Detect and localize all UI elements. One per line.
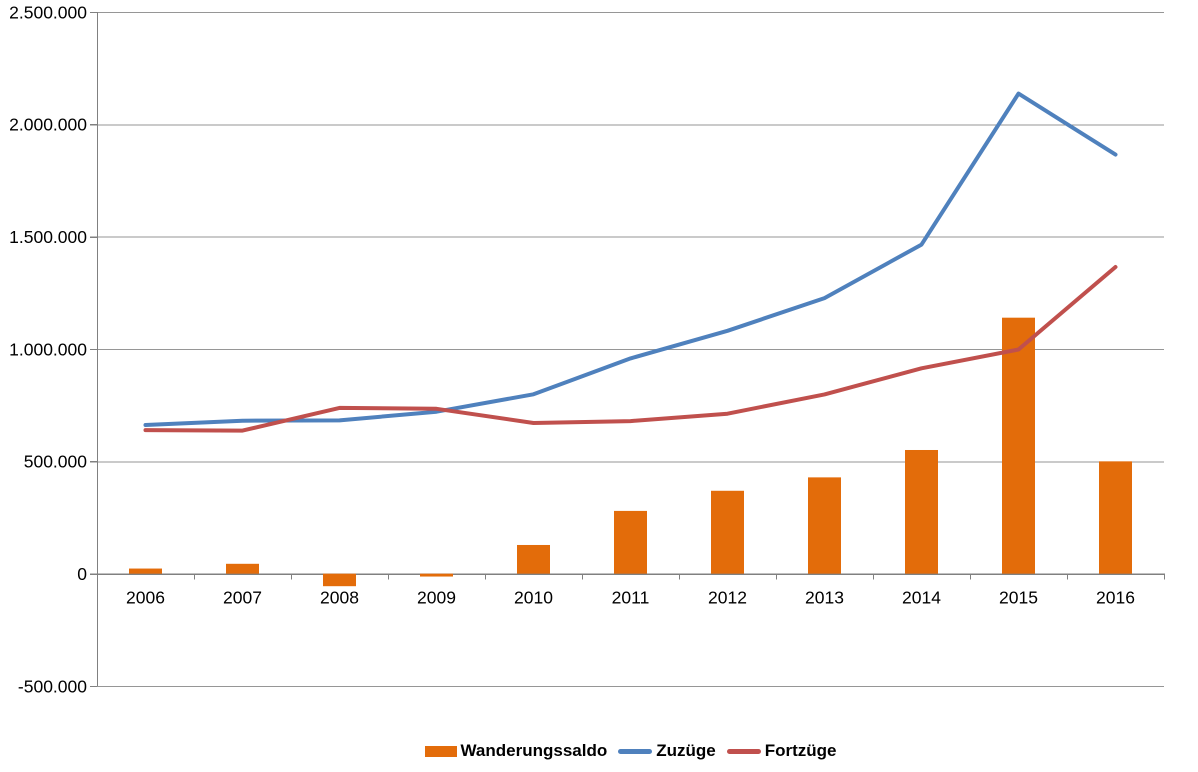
wanderungssaldo-bar-swatch-icon: [424, 745, 457, 757]
legend-label-fortzuege: Fortzüge: [764, 741, 837, 760]
y-axis-tick-label: 500.000: [24, 452, 88, 472]
y-axis-tick-label: 1.500.000: [9, 227, 87, 247]
x-axis-year-label: 2014: [902, 588, 941, 608]
zuzuege-line-swatch-icon: [618, 748, 653, 754]
x-axis-year-label: 2015: [999, 588, 1038, 608]
legend-item-zuzuege: Zuzüge: [618, 739, 716, 763]
bar-wanderungssaldo-2015: [1002, 317, 1035, 574]
x-axis-year-label: 2016: [1096, 588, 1135, 608]
y-axis-tick-label: 2.000.000: [9, 115, 87, 135]
x-axis-year-label: 2007: [223, 588, 262, 608]
x-axis-year-label: 2006: [126, 588, 165, 608]
bar-wanderungssaldo-2008: [323, 573, 356, 587]
bar-wanderungssaldo-2012: [711, 490, 744, 574]
y-axis-tick-label: 1.000.000: [9, 339, 87, 359]
legend-label-wanderungssaldo: Wanderungssaldo: [460, 741, 608, 760]
line-zuzüge: [143, 91, 1118, 427]
bar-wanderungssaldo-2013: [808, 477, 841, 574]
legend-item-wanderungssaldo: Wanderungssaldo: [424, 739, 608, 763]
line-fortzüge: [143, 265, 1118, 433]
x-axis-year-label: 2012: [708, 588, 747, 608]
x-axis-year-label: 2010: [514, 588, 553, 608]
bar-wanderungssaldo-2009: [420, 573, 453, 577]
bar-wanderungssaldo-2016: [1099, 461, 1132, 574]
x-axis-year-label: 2011: [612, 588, 650, 608]
y-axis-tick-label: 2.500.000: [9, 2, 87, 22]
x-axis-year-label: 2013: [805, 588, 844, 608]
bar-wanderungssaldo-2011: [614, 510, 647, 574]
fortzuege-line-swatch-icon: [726, 748, 761, 754]
bar-wanderungssaldo-2014: [905, 449, 938, 574]
bar-wanderungssaldo-2006: [129, 568, 162, 574]
x-axis-year-label: 2009: [417, 588, 456, 608]
chart-legend: Wanderungssaldo Zuzüge Fortzüge: [97, 739, 1164, 763]
y-axis-tick-label: -500.000: [18, 676, 87, 696]
legend-item-fortzuege: Fortzüge: [726, 739, 837, 763]
bar-wanderungssaldo-2007: [226, 563, 259, 574]
x-axis-year-label: 2008: [320, 588, 359, 608]
bar-wanderungssaldo-2010: [517, 544, 550, 574]
y-axis-tick-label: 0: [77, 564, 87, 584]
legend-label-zuzuege: Zuzüge: [656, 741, 716, 760]
